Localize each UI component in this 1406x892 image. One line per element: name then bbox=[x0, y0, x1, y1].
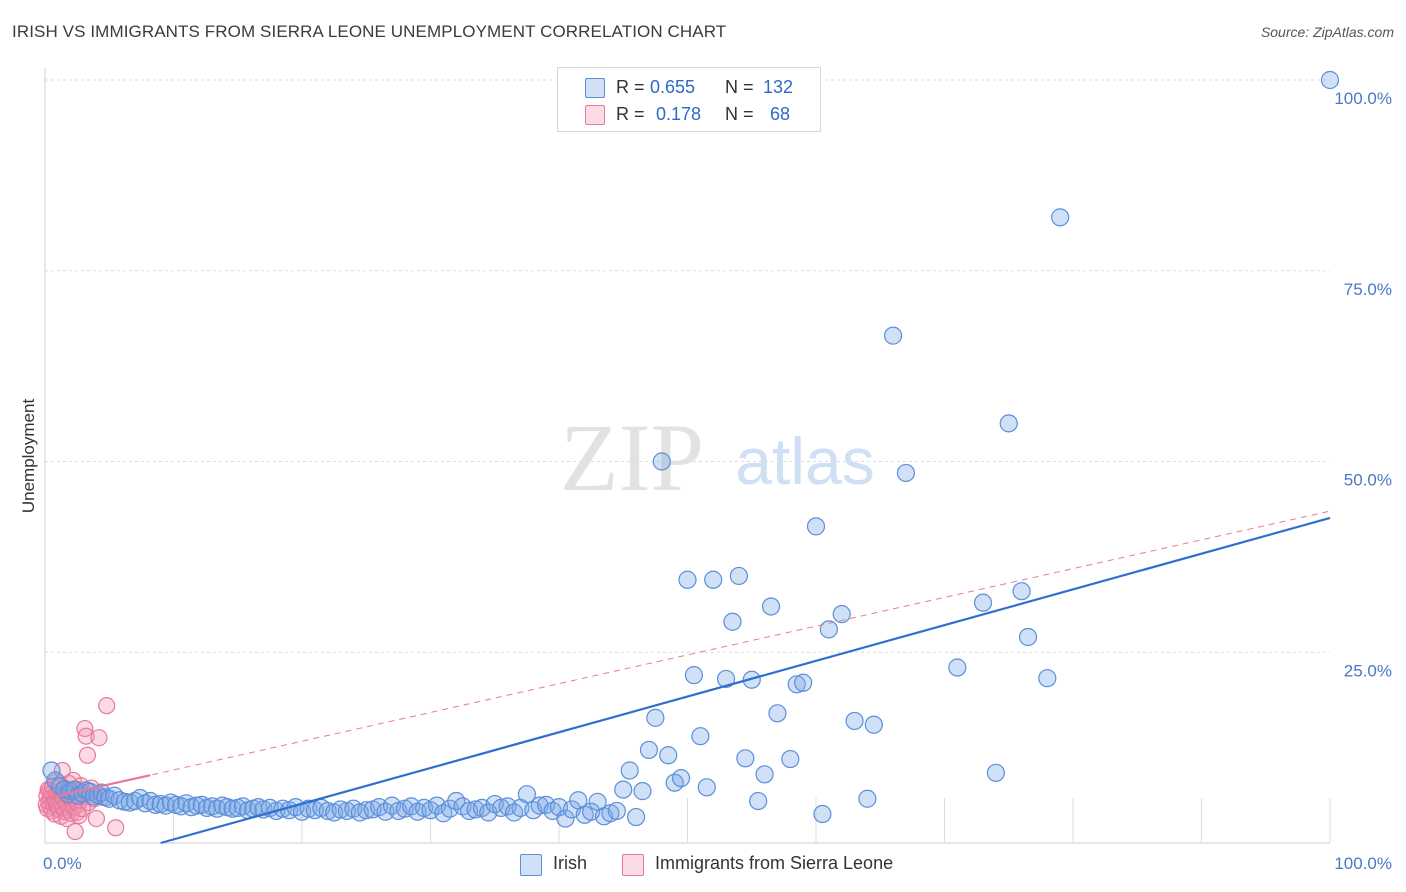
data-point-irish bbox=[806, 517, 826, 536]
data-point-irish bbox=[671, 769, 691, 788]
data-point-irish bbox=[678, 570, 697, 589]
data-point-irish bbox=[691, 727, 710, 746]
data-point-sierra-leone bbox=[98, 697, 116, 715]
watermark: ZIP atlas bbox=[560, 404, 875, 511]
legend-r-value: 0.655 bbox=[650, 77, 696, 97]
series-label-irish: Irish bbox=[553, 853, 588, 873]
data-point-irish bbox=[1018, 627, 1038, 647]
data-point-irish bbox=[794, 673, 813, 692]
y-tick-label: 50.0% bbox=[1344, 471, 1392, 490]
data-point-irish bbox=[697, 778, 716, 797]
legend-n-value: 132 bbox=[763, 77, 794, 97]
data-point-irish bbox=[1320, 70, 1340, 90]
data-point-irish bbox=[704, 570, 723, 589]
tick-labels: 25.0% 50.0% 75.0% 100.0% 0.0% 100.0% bbox=[43, 89, 1392, 873]
trend-line-sierra-leone-solid bbox=[44, 774, 151, 800]
data-point-irish bbox=[729, 566, 749, 586]
data-point-irish bbox=[1012, 582, 1031, 601]
trend-line-irish bbox=[160, 516, 1331, 845]
data-point-irish bbox=[130, 788, 150, 808]
data-point-irish bbox=[858, 789, 877, 808]
data-point-irish bbox=[299, 799, 318, 818]
data-point-irish bbox=[633, 782, 652, 801]
watermark-zip: ZIP bbox=[560, 404, 704, 511]
data-point-irish bbox=[517, 785, 536, 804]
watermark-atlas: atlas bbox=[735, 424, 874, 498]
data-point-irish bbox=[42, 761, 61, 780]
data-point-irish bbox=[999, 414, 1018, 433]
data-point-irish bbox=[115, 792, 134, 811]
series-swatch-irish bbox=[520, 854, 542, 876]
legend-swatch-irish bbox=[585, 78, 605, 98]
data-point-irish bbox=[832, 604, 851, 624]
data-point-irish bbox=[607, 801, 626, 821]
data-point-irish bbox=[556, 809, 575, 828]
data-point-irish bbox=[146, 795, 165, 814]
data-point-irish bbox=[652, 452, 671, 471]
data-point-irish bbox=[787, 675, 806, 694]
y-tick-label: 75.0% bbox=[1344, 280, 1392, 299]
legend-row-sierra-leone: R = 0.178 N = 68 bbox=[558, 101, 820, 131]
data-point-irish bbox=[749, 791, 768, 811]
legend-n-label: N = bbox=[725, 104, 754, 124]
data-point-irish bbox=[684, 666, 704, 685]
data-point-sierra-leone bbox=[78, 746, 97, 764]
data-point-irish bbox=[646, 708, 665, 727]
data-point-sierra-leone bbox=[77, 727, 95, 745]
data-point-irish bbox=[768, 704, 787, 723]
data-point-irish bbox=[896, 463, 916, 483]
series-swatch-sierra-leone bbox=[622, 854, 644, 876]
data-point-sierra-leone bbox=[66, 822, 84, 841]
data-point-irish bbox=[781, 749, 800, 769]
data-point-irish bbox=[761, 597, 781, 616]
data-point-sierra-leone bbox=[107, 819, 125, 837]
legend-r-label: R = bbox=[616, 104, 645, 124]
data-point-irish bbox=[1051, 208, 1070, 227]
data-point-irish bbox=[864, 715, 883, 734]
legend-n-value: 68 bbox=[770, 104, 791, 124]
legend-row-irish: R = 0.655 N = 132 bbox=[558, 74, 820, 104]
data-point-irish bbox=[1038, 669, 1057, 688]
data-point-irish bbox=[845, 711, 864, 731]
legend-r-label: R = bbox=[616, 77, 645, 97]
series-label-sierra-leone: Immigrants from Sierra Leone bbox=[655, 853, 894, 873]
data-point-irish bbox=[659, 746, 678, 765]
data-point-sierra-leone bbox=[87, 809, 106, 828]
chart-title: IRISH VS IMMIGRANTS FROM SIERRA LEONE UN… bbox=[12, 22, 727, 41]
data-point-irish bbox=[172, 797, 191, 816]
series-legend: Irish Immigrants from Sierra Leone bbox=[0, 852, 1406, 878]
data-point-irish bbox=[331, 800, 350, 819]
data-point-irish bbox=[614, 780, 633, 799]
y-tick-label: 25.0% bbox=[1344, 661, 1392, 680]
y-axis-label: Unemployment bbox=[19, 399, 38, 514]
data-point-irish bbox=[883, 326, 903, 345]
x-tick-label: 0.0% bbox=[43, 854, 82, 873]
data-point-irish bbox=[626, 807, 646, 827]
source-credit: Source: ZipAtlas.com bbox=[1260, 24, 1394, 40]
data-point-irish bbox=[716, 669, 736, 689]
data-point-irish bbox=[819, 620, 838, 639]
trend-line-sierra-leone-dashed bbox=[44, 510, 1331, 800]
data-point-irish bbox=[973, 593, 993, 612]
legend-swatch-sierra-leone bbox=[585, 105, 605, 125]
data-point-irish bbox=[986, 763, 1006, 782]
axes bbox=[44, 68, 1330, 844]
data-point-irish bbox=[620, 761, 639, 780]
data-point-irish bbox=[723, 612, 742, 631]
trend-lines bbox=[44, 510, 1331, 845]
data-point-irish bbox=[736, 749, 755, 768]
legend-r-value: 0.178 bbox=[656, 104, 702, 124]
y-tick-label: 100.0% bbox=[1334, 89, 1392, 108]
correlation-legend: R = 0.655 N = 132 R = 0.178 N = 68 bbox=[557, 67, 821, 132]
x-tick-label: 100.0% bbox=[1334, 854, 1392, 873]
data-point-irish bbox=[813, 804, 832, 824]
data-point-irish bbox=[948, 658, 967, 677]
data-point-irish bbox=[755, 765, 774, 784]
data-point-irish bbox=[639, 740, 659, 760]
data-point-irish bbox=[156, 796, 175, 815]
legend-n-label: N = bbox=[725, 77, 754, 97]
data-point-sierra-leone bbox=[90, 729, 108, 747]
